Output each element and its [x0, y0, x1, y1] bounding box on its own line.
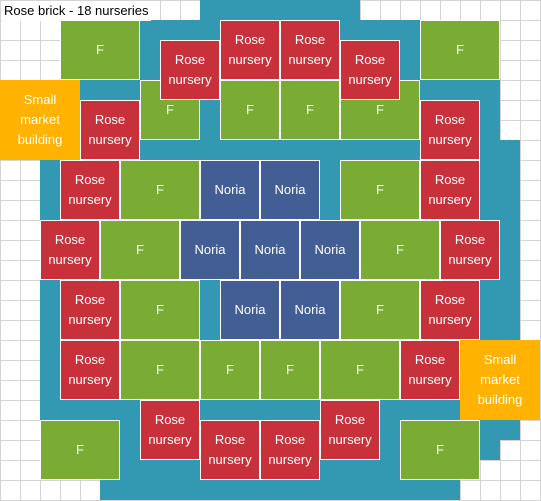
rose-nursery: Rose nursery: [420, 100, 480, 160]
field-plot: F: [100, 220, 180, 280]
rose-nursery: Rose nursery: [160, 40, 220, 100]
rose-nursery: Rose nursery: [340, 40, 400, 100]
rose-nursery: Rose nursery: [40, 220, 100, 280]
field-plot: F: [60, 20, 140, 80]
border-segment: [200, 480, 340, 500]
field-plot: F: [400, 420, 480, 480]
field-plot: F: [120, 280, 200, 340]
rose-nursery: Rose nursery: [400, 340, 460, 400]
rose-nursery: Rose nursery: [60, 160, 120, 220]
rose-nursery: Rose nursery: [280, 20, 340, 80]
noria: Noria: [200, 160, 260, 220]
rose-nursery: Rose nursery: [260, 420, 320, 480]
rose-nursery: Rose nursery: [220, 20, 280, 80]
field-plot: F: [280, 80, 340, 140]
rose-nursery: Rose nursery: [60, 340, 120, 400]
field-plot: F: [340, 280, 420, 340]
field-plot: F: [360, 220, 440, 280]
rose-nursery: Rose nursery: [420, 160, 480, 220]
field-plot: F: [260, 340, 320, 400]
noria: Noria: [220, 280, 280, 340]
field-plot: F: [120, 340, 200, 400]
field-plot: F: [340, 160, 420, 220]
small-market-building: Small market building: [460, 340, 540, 420]
rose-nursery: Rose nursery: [440, 220, 500, 280]
rose-nursery: Rose nursery: [60, 280, 120, 340]
rose-nursery: Rose nursery: [320, 400, 380, 460]
field-plot: F: [40, 420, 120, 480]
noria: Noria: [180, 220, 240, 280]
noria: Noria: [260, 160, 320, 220]
rose-nursery: Rose nursery: [80, 100, 140, 160]
field-plot: F: [320, 340, 400, 400]
noria: Noria: [280, 280, 340, 340]
diagram-title: Rose brick - 18 nurseries: [2, 1, 151, 21]
rose-nursery: Rose nursery: [140, 400, 200, 460]
field-plot: F: [200, 340, 260, 400]
rose-nursery: Rose nursery: [420, 280, 480, 340]
noria: Noria: [300, 220, 360, 280]
field-plot: F: [120, 160, 200, 220]
field-plot: F: [220, 80, 280, 140]
field-plot: F: [420, 20, 500, 80]
noria: Noria: [240, 220, 300, 280]
small-market-building: Small market building: [0, 80, 80, 160]
border-segment: [200, 0, 360, 20]
rose-nursery: Rose nursery: [200, 420, 260, 480]
